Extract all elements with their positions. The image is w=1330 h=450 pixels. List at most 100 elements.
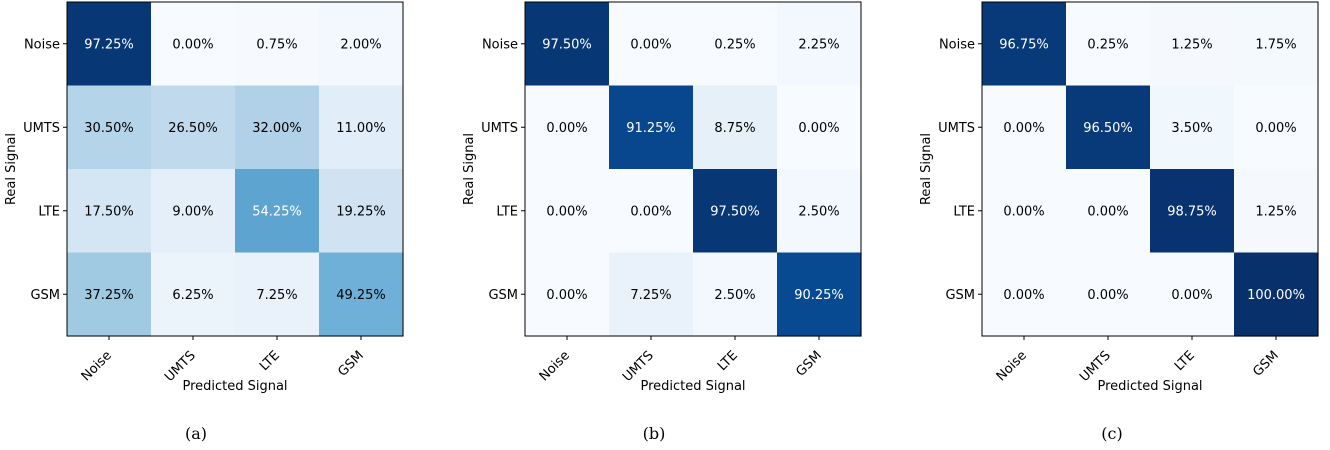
caption-b: (b): [643, 424, 666, 443]
heatmap-cell: [1066, 169, 1151, 254]
cell-value-label: 0.00%: [1255, 121, 1296, 136]
heatmap-panel-3: 96.75% 0.25% 1.25% 1.75% 0.00% 96.50% 3.50% 0.0…: [919, 1, 1319, 394]
cell-value-label: 0.25%: [714, 37, 755, 52]
heatmap-cell: [982, 85, 1067, 170]
cell-value-label: 96.75%: [999, 37, 1049, 52]
cell-value-label: 6.25%: [172, 288, 213, 303]
y-tick-label: GSM: [488, 288, 518, 303]
cell-value-label: 8.75%: [714, 121, 755, 136]
cell-value-label: 37.25%: [84, 288, 134, 303]
heatmap-cell: [319, 2, 404, 87]
heatmap-cell: [982, 252, 1067, 337]
y-tick-label: LTE: [496, 204, 518, 219]
heatmap-cell: [1234, 85, 1319, 170]
cell-value-label: 98.75%: [1167, 204, 1217, 219]
heatmap-cell: [1066, 2, 1151, 87]
y-tick-label: GSM: [945, 288, 975, 303]
cell-value-label: 19.25%: [336, 204, 386, 219]
cell-value-label: 7.25%: [256, 288, 297, 303]
x-axis-title: Predicted Signal: [182, 379, 287, 394]
x-tick-label: GSM: [1250, 348, 1281, 379]
plot-frame: [524, 1, 862, 337]
heatmap-cell: [319, 169, 404, 254]
cell-value-label: 0.00%: [1003, 204, 1044, 219]
heatmap-cell: [319, 252, 404, 337]
x-tick-label: LTE: [257, 348, 283, 374]
x-tick-label: Noise: [994, 348, 1030, 384]
cell-value-label: 100.00%: [1247, 288, 1305, 303]
y-tick-label: LTE: [38, 204, 60, 219]
heatmap-cell: [1066, 85, 1151, 170]
cell-value-label: 90.25%: [794, 288, 844, 303]
y-tick-label: UMTS: [481, 121, 518, 136]
heatmap-cell: [151, 85, 236, 170]
cell-value-label: 97.50%: [710, 204, 760, 219]
heatmap-cell: [1066, 252, 1151, 337]
y-tick-label: Noise: [482, 37, 518, 52]
y-tick-label: Noise: [939, 37, 975, 52]
cell-value-label: 0.00%: [1087, 288, 1128, 303]
x-tick-label: Noise: [537, 348, 573, 384]
cell-value-label: 0.00%: [546, 288, 587, 303]
cell-value-label: 49.25%: [336, 288, 386, 303]
x-axis-title: Predicted Signal: [1097, 379, 1202, 394]
heatmap-cell: [151, 169, 236, 254]
cell-value-label: 17.50%: [84, 204, 134, 219]
cell-value-label: 1.75%: [1255, 37, 1296, 52]
heatmap-cell: [982, 2, 1067, 87]
heatmap-panel-2: 97.50% 0.00% 0.25% 2.25% 0.00% 91.25% 8.75% 0.0…: [462, 1, 862, 394]
heatmap-cell: [67, 85, 152, 170]
heatmap-cell: [235, 2, 320, 87]
cell-value-label: 30.50%: [84, 121, 134, 136]
x-axis-title: Predicted Signal: [640, 379, 745, 394]
cell-value-label: 0.00%: [798, 121, 839, 136]
y-axis-title: Real Signal: [462, 133, 477, 205]
cell-value-label: 7.25%: [630, 288, 671, 303]
heatmap-cell: [609, 252, 694, 337]
heatmap-cell: [777, 252, 862, 337]
heatmap-cell: [151, 2, 236, 87]
x-tick-label: Noise: [79, 348, 115, 384]
heatmap-cell: [777, 85, 862, 170]
heatmap-cell: [777, 169, 862, 254]
cell-value-label: 0.25%: [1087, 37, 1128, 52]
heatmap-cell: [525, 252, 610, 337]
heatmap-cell: [609, 2, 694, 87]
heatmap-cell: [982, 169, 1067, 254]
cell-value-label: 0.00%: [546, 204, 587, 219]
cell-value-label: 54.25%: [252, 204, 302, 219]
cell-value-label: 1.25%: [1255, 204, 1296, 219]
y-tick-label: GSM: [30, 288, 60, 303]
cell-value-label: 26.50%: [168, 121, 218, 136]
heatmap-cell: [1234, 169, 1319, 254]
heatmap-cell: [1150, 85, 1235, 170]
cell-value-label: 91.25%: [626, 121, 676, 136]
cell-value-label: 0.00%: [630, 37, 671, 52]
y-tick-label: UMTS: [23, 121, 60, 136]
cell-value-label: 0.00%: [172, 37, 213, 52]
cell-value-label: 2.50%: [714, 288, 755, 303]
heatmap-cell: [525, 169, 610, 254]
heatmap-cell: [693, 252, 778, 337]
y-axis-title: Real Signal: [4, 133, 19, 205]
cell-value-label: 0.00%: [1087, 204, 1128, 219]
y-tick-label: UMTS: [938, 121, 975, 136]
cell-value-label: 11.00%: [336, 121, 386, 136]
cell-value-label: 97.50%: [542, 37, 592, 52]
cell-value-label: 0.75%: [256, 37, 297, 52]
heatmap-panel-1: 97.25% 0.00% 0.75% 2.00% 30.50% 26.50% 32.00% 1…: [4, 1, 404, 394]
caption-c: (c): [1101, 424, 1122, 443]
cell-value-label: 0.00%: [630, 204, 671, 219]
cell-value-label: 0.00%: [1171, 288, 1212, 303]
heatmap-cell: [1150, 252, 1235, 337]
cell-value-label: 0.00%: [546, 121, 587, 136]
y-axis-title: Real Signal: [919, 133, 934, 205]
cell-value-label: 2.50%: [798, 204, 839, 219]
heatmap-cell: [777, 2, 862, 87]
plot-frame: [981, 1, 1319, 337]
y-tick-label: LTE: [953, 204, 975, 219]
caption-a: (a): [185, 424, 207, 443]
heatmap-cell: [1150, 2, 1235, 87]
x-tick-label: GSM: [793, 348, 824, 379]
heatmap-cell: [67, 2, 152, 87]
